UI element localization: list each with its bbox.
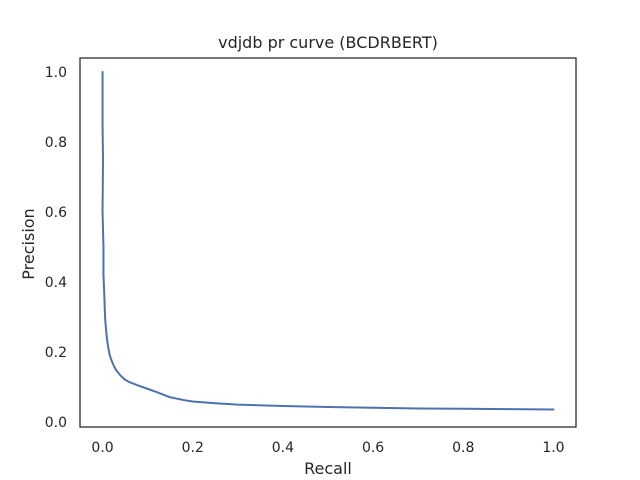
x-tick-label: 0.8 [452,440,474,456]
y-tick-label: 0.2 [45,345,67,361]
chart-title: vdjdb pr curve (BCDRBERT) [218,33,438,52]
x-axis-label: Recall [304,459,352,478]
x-tick-label: 0.0 [91,440,113,456]
x-tick-label: 0.6 [362,440,384,456]
y-tick-label: 0.0 [45,415,67,431]
x-tick-label: 0.4 [272,440,294,456]
y-axis-ticks: 0.0 0.2 0.4 0.6 0.8 1.0 [45,65,67,431]
y-tick-label: 0.6 [45,205,67,221]
y-tick-label: 0.8 [45,135,67,151]
plot-area [79,57,577,428]
y-tick-label: 0.4 [45,275,67,291]
series-line-0 [101,70,555,411]
x-axis-ticks: 0.0 0.2 0.4 0.6 0.8 1.0 [91,440,564,456]
y-axis-label: Precision [19,208,38,279]
x-tick-label: 0.2 [182,440,204,456]
axes-frame [79,57,577,428]
y-tick-label: 1.0 [45,65,67,81]
x-tick-label: 1.0 [542,440,564,456]
